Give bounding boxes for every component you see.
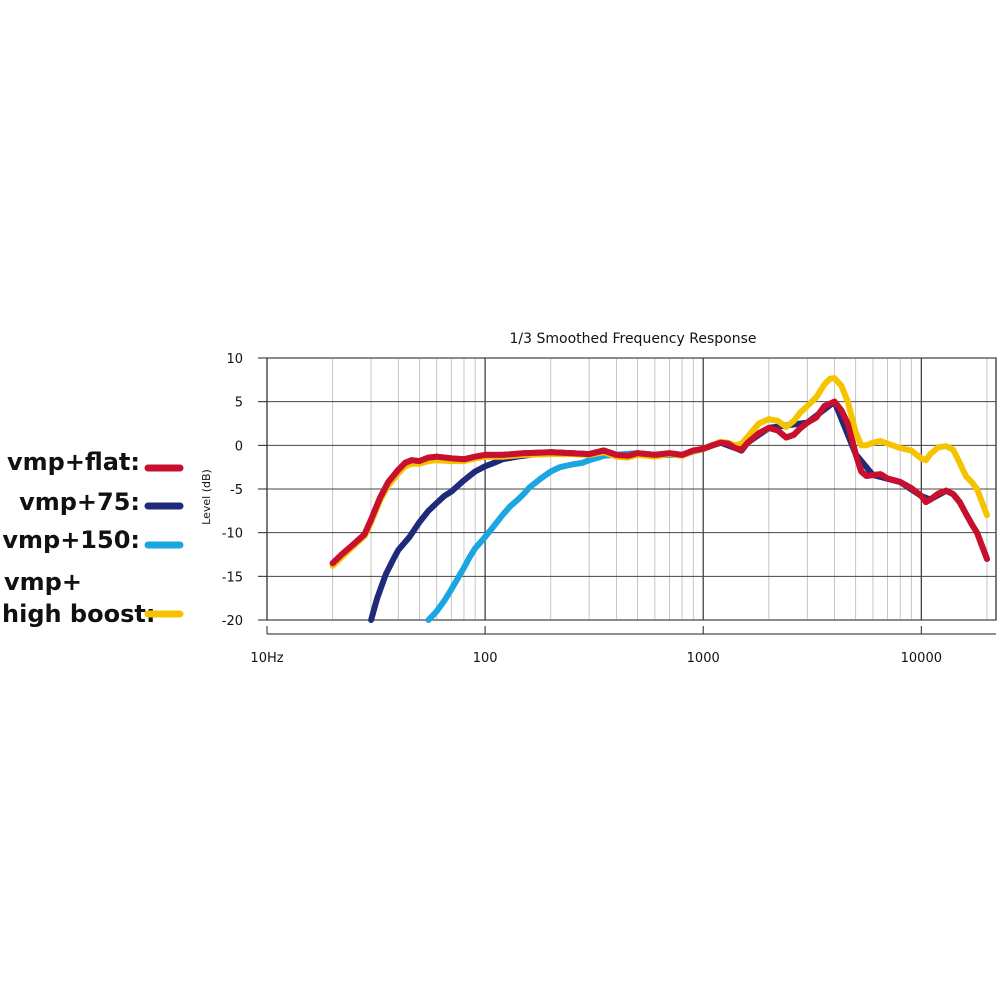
y-tick-label: -15 [222,570,243,585]
legend-label-2: vmp+150: [2,526,140,554]
legend: vmp+flat: vmp+75: vmp+150: vmp+ high boost: [2,448,184,628]
y-axis-label: Level (dB) [200,469,213,525]
grid [266,357,997,621]
y-tick-label: 10 [226,352,243,367]
x-tick-label: 1000 [687,651,720,666]
axes: 10 5 0 -5 -10 -15 -20 10Hz 100 1000 10000 [222,352,996,666]
legend-label-3: high boost: [2,600,155,628]
y-tick-label: 5 [235,396,243,411]
legend-label-1: vmp+75: [19,488,140,516]
legend-label-0: vmp+flat: [7,448,140,476]
y-tick-label: -5 [230,483,243,498]
x-tick-label: 10Hz [250,651,283,666]
y-tick-label: -10 [222,527,243,542]
x-tick-label: 10000 [901,651,942,666]
series-lines [329,375,990,623]
legend-label-3: vmp+ [4,568,82,596]
y-tick-label: -20 [222,614,243,629]
series-line-0-top [329,398,990,567]
y-tick-label: 0 [235,439,243,454]
chart-title: 1/3 Smoothed Frequency Response [510,331,757,347]
x-tick-label: 100 [473,651,498,666]
